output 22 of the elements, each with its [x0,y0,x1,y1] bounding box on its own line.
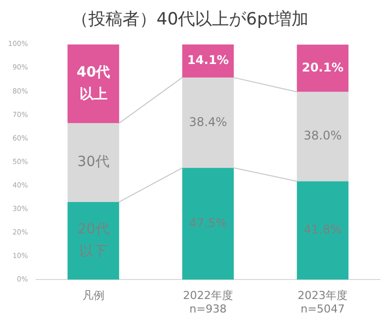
data-label: 20.1% [302,60,344,74]
series-label: 30代 [77,154,110,170]
bar [182,78,234,168]
bar [68,44,120,124]
bar [68,202,120,280]
series-label: 40代以上 [76,64,110,102]
bar [296,44,348,92]
data-label: 38.4% [188,114,228,129]
chart-title: （投稿者）40代以上が6pt増加 [72,10,308,30]
data-label: 38.0% [304,128,342,143]
data-label: 47.5% [188,216,228,230]
bar [182,168,234,280]
bar [296,92,348,182]
x-tick-label: 凡例 [82,289,104,302]
series-label: 20代以下 [77,221,110,260]
data-label: 41.8% [304,222,342,237]
bar [296,181,348,280]
data-label: 14.1% [187,53,229,68]
bar [68,123,120,202]
bar [182,44,234,78]
x-tick-label: 2023年度 n=5047 [298,289,348,316]
x-tick-label: 2022年度 n=938 [183,289,234,316]
